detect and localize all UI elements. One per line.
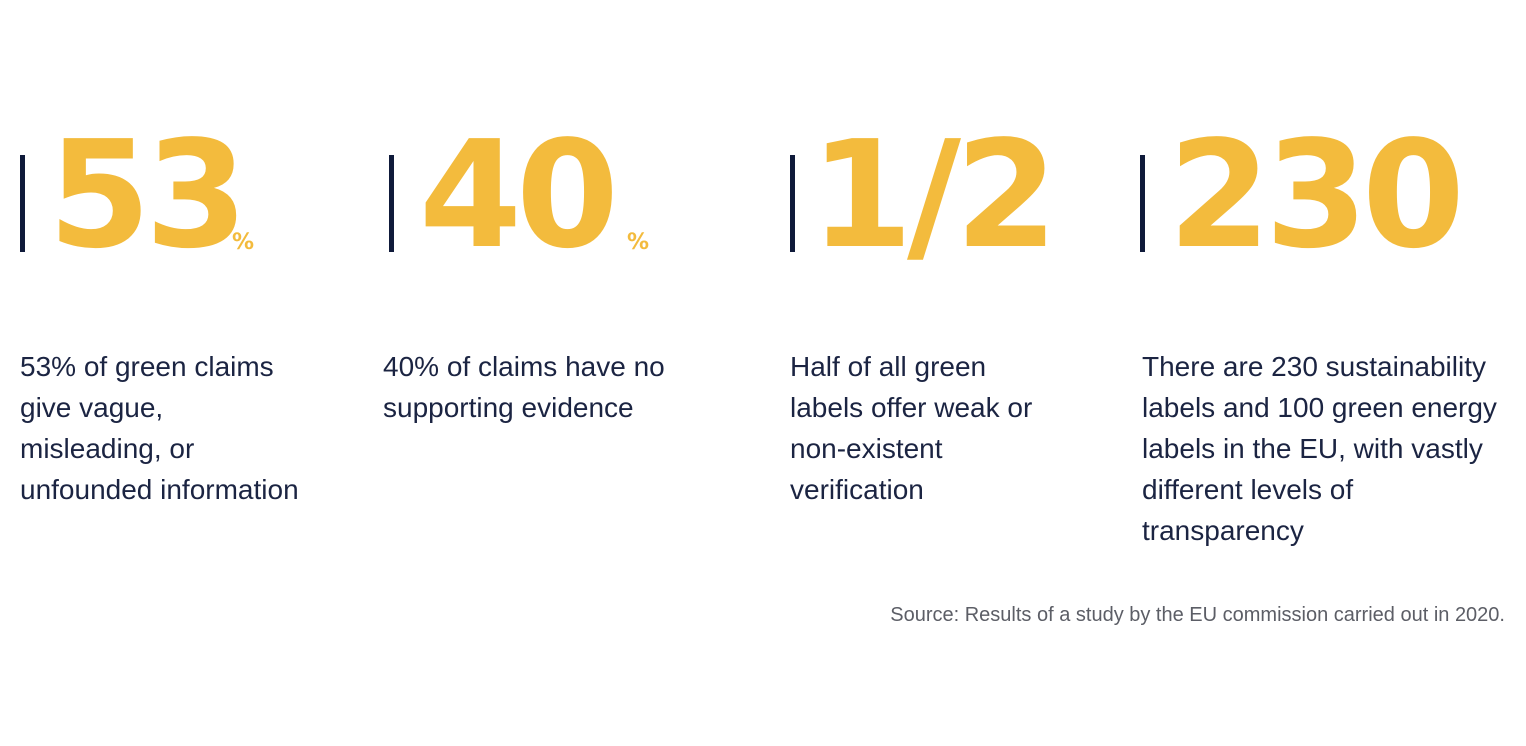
stat-divider xyxy=(1140,155,1145,252)
stat-divider xyxy=(20,155,25,252)
source-note: Source: Results of a study by the EU com… xyxy=(890,604,1505,626)
stat-divider xyxy=(389,155,394,252)
stat-description: There are 230 sustainability labels and … xyxy=(1142,351,1497,546)
stat-block-53-percent: 53 % 53% of green claims give vague, mis… xyxy=(20,0,340,560)
stat-divider xyxy=(790,155,795,252)
stat-block-half: 1/2 Half of all green labels offer weak … xyxy=(790,0,1110,560)
stat-description: 40% of claims have no supporting evidenc… xyxy=(383,351,665,423)
stat-description: 53% of green claims give vague, misleadi… xyxy=(20,351,299,505)
stat-unit: % xyxy=(627,230,650,255)
stat-description: Half of all green labels offer weak or n… xyxy=(790,351,1033,505)
stat-value: 40 xyxy=(419,109,619,281)
stat-block-40-percent: 40 % 40% of claims have no supporting ev… xyxy=(383,0,749,560)
stat-value: 53 xyxy=(48,109,248,281)
stat-unit: % xyxy=(232,230,255,255)
stat-value: 1/2 xyxy=(810,109,1058,281)
stat-block-230: 230 There are 230 sustainability labels … xyxy=(1140,0,1510,560)
stat-value: 230 xyxy=(1168,109,1465,281)
